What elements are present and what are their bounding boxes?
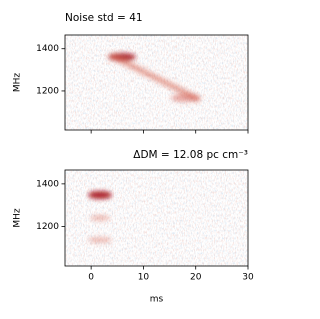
chart: Noise std = 41 1200 1400 MHz ΔDM = 12.08 pc … — [13, 12, 254, 305]
x-tick-label: 20 — [190, 273, 202, 283]
heatmap-image — [65, 170, 248, 266]
x-axis-label: ms — [150, 295, 164, 305]
x-tick-label: 0 — [88, 273, 94, 283]
axes-frame — [64, 169, 249, 267]
panel-title: Noise std = 41 — [65, 12, 143, 24]
x-tick-label: 30 — [242, 273, 254, 283]
y-axis-label: MHz — [13, 73, 23, 93]
y-tick-label: 1400 — [36, 44, 59, 54]
axes-frame — [64, 34, 249, 131]
y-tick-label: 1400 — [36, 179, 59, 189]
panel-title: ΔDM = 12.08 pc cm⁻³ — [133, 149, 248, 161]
y-axis-label: MHz — [13, 208, 23, 228]
y-tick-label: 1200 — [36, 86, 59, 96]
y-tick-label: 1200 — [36, 222, 59, 232]
heatmap-image — [65, 35, 248, 130]
x-tick-label: 10 — [138, 273, 150, 283]
